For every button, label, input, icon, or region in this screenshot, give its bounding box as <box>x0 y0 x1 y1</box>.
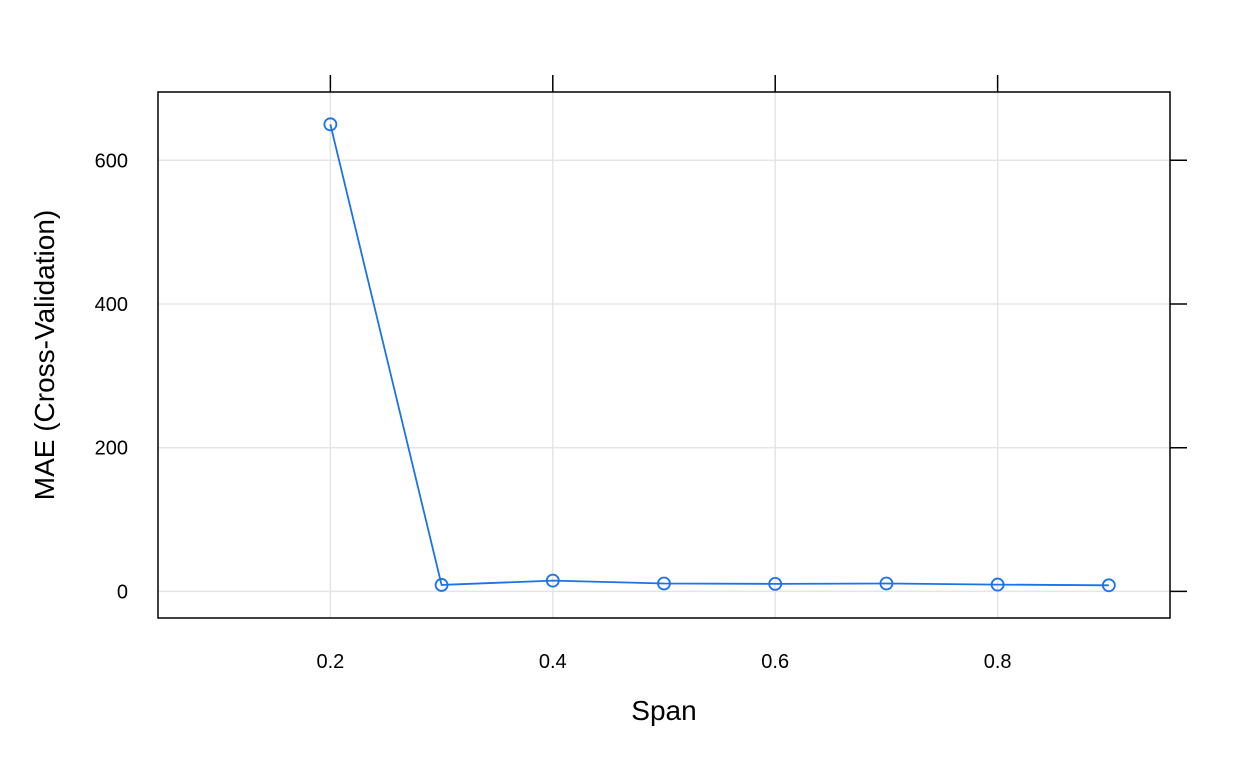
grid-lines <box>158 92 1170 618</box>
data-point-marker <box>768 576 783 591</box>
series-line <box>329 124 1109 587</box>
axis-ticks <box>329 75 1187 593</box>
series-group <box>323 117 1116 593</box>
tick-labels: 0.2 0.4 0.6 0.8 0 200 400 600 <box>95 150 1012 673</box>
y-tick-label: 400 <box>95 294 128 316</box>
x-axis-title: Span <box>631 695 696 726</box>
y-tick-label: 0 <box>117 581 128 603</box>
data-point-marker <box>1101 578 1116 593</box>
x-tick-label: 0.8 <box>984 651 1012 673</box>
data-point-marker <box>323 117 338 132</box>
x-tick-label: 0.6 <box>761 651 789 673</box>
y-tick-label: 600 <box>95 150 128 172</box>
data-point-marker <box>879 576 894 591</box>
plot-frame <box>157 91 1171 619</box>
x-tick-label: 0.4 <box>539 651 567 673</box>
data-point-marker <box>990 577 1005 592</box>
data-point-marker <box>434 578 449 592</box>
y-axis-title: MAE (Cross-Validation) <box>29 210 60 500</box>
y-tick-label: 200 <box>95 438 128 460</box>
x-tick-label: 0.2 <box>316 651 344 673</box>
data-point-marker <box>657 576 671 591</box>
data-point-marker <box>545 573 560 588</box>
